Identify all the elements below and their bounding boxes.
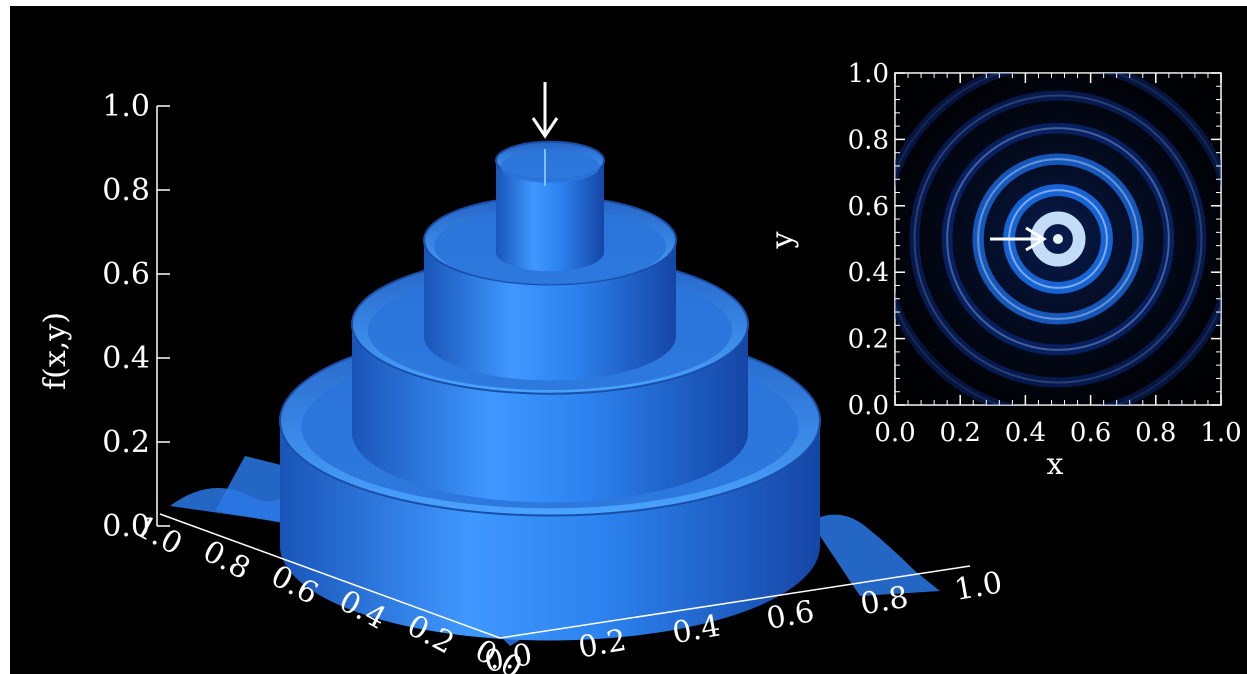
heatmap-x-tick-label: 0.6	[1070, 418, 1111, 448]
heatmap-y-tick-label: 0.0	[848, 391, 889, 421]
tier-wall	[496, 160, 604, 272]
heatmap-x-tick-label: 0.2	[940, 418, 981, 448]
surface-tier	[495, 140, 605, 272]
heatmap-x-tick-label: 0.0	[874, 418, 915, 448]
z-axis-label: f(x,y)	[38, 312, 73, 390]
figure-stage: 0.0 0.2 0.4 0.6 0.8 1.0 f(x,y) 1.0 0.8 0.6 0.4 0.…	[10, 6, 1247, 674]
heatmap-ring-highlight	[913, 94, 1203, 384]
x-axis-floor-line	[499, 565, 971, 639]
heatmap-y-tick-label: 0.2	[848, 325, 889, 355]
z-tick-label: 0.8	[102, 173, 150, 208]
heatmap-y-label: y	[765, 231, 800, 249]
heatmap-y-tick-label: 0.4	[848, 258, 889, 288]
z-tick-label: 1.0	[102, 89, 150, 124]
heatmap-ring-highlight	[977, 158, 1139, 320]
base-ripple	[810, 514, 940, 596]
surface-tiers	[279, 140, 821, 641]
z-tick-label: 0.4	[102, 341, 150, 376]
tier-wall	[424, 240, 676, 381]
z-axis-ticks: 0.0 0.2 0.4 0.6 0.8 1.0	[102, 89, 170, 544]
x-axis-floor-ticks: 0.0 0.2 0.4 0.6 0.8 1.0	[482, 565, 1005, 674]
heatmap-ring	[972, 153, 1144, 325]
heatmap-inset: 0.00.20.40.60.81.0 0.0 0.2 0.4 0.6 0.8 1.0 x …	[765, 59, 1242, 482]
tier-wall	[352, 324, 748, 503]
heatmap-y-tick-label: 0.8	[848, 125, 889, 155]
heatmap-ring	[909, 90, 1207, 388]
heatmap-y-ticks: 0.0 0.2 0.4 0.6 0.8 1.0	[848, 59, 1221, 421]
z-tick-label: 0.2	[102, 425, 150, 460]
x-floor-tick-label: 0.8	[858, 580, 911, 623]
figure-svg: 0.00.20.40.60.81.0 f(x,y) 1.0 0.8 0.6 0.4 0.…	[38, 59, 1242, 674]
x-floor-tick-label: 1.0	[952, 565, 1005, 608]
x-floor-tick-label: 0.4	[670, 608, 723, 651]
heatmap-ring	[941, 122, 1175, 356]
tier-lip	[500, 150, 600, 183]
base-ripple	[215, 456, 300, 526]
heatmap-rings	[895, 73, 1221, 405]
heatmap-x-tick-label: 1.0	[1200, 418, 1241, 448]
z-tick-label: 0.6	[102, 257, 150, 292]
heatmap-y-tick-label: 0.6	[848, 192, 889, 222]
heatmap-x-label: x	[1047, 447, 1064, 482]
heatmap-x-tick-label: 0.8	[1135, 418, 1176, 448]
z-tick-label: 0.0	[102, 509, 150, 544]
heatmap-ring-highlight	[946, 127, 1170, 351]
surface-plot-3d: 0.00.20.40.60.81.0 f(x,y) 1.0 0.8 0.6 0.4 0.…	[38, 82, 1005, 674]
x-floor-tick-label: 0.6	[764, 594, 817, 637]
y-axis-floor-line	[159, 513, 501, 639]
heatmap-arrow-right-icon	[990, 226, 1047, 252]
peak-arrow-down-icon	[531, 82, 559, 139]
heatmap-y-tick-label: 1.0	[848, 59, 889, 89]
heatmap-x-ticks: 0.0 0.2 0.4 0.6 0.8 1.0	[874, 73, 1242, 448]
y-floor-tick-label: 0.8	[197, 534, 256, 587]
x-floor-tick-label: 0.2	[576, 623, 629, 666]
heatmap-x-tick-label: 0.4	[1005, 418, 1046, 448]
heatmap-center-dot	[1053, 234, 1063, 244]
tier-wall	[280, 421, 820, 641]
x-floor-tick-label: 0.0	[482, 637, 535, 674]
